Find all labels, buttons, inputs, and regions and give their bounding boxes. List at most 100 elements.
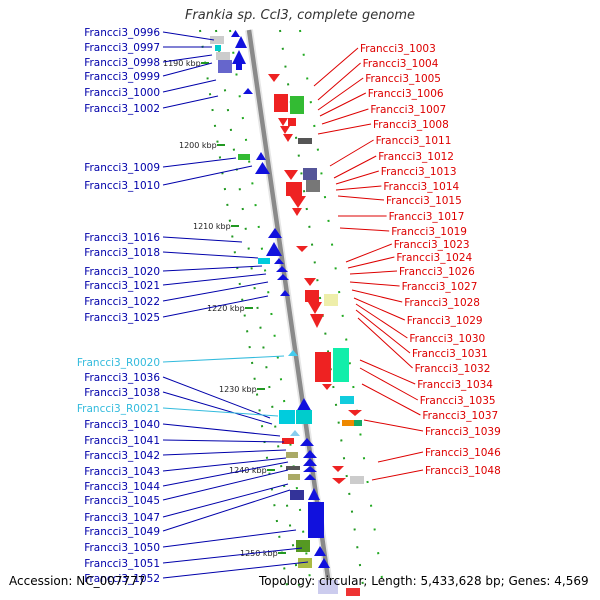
gene-connector-left (162, 376, 271, 419)
gene-feature (296, 410, 312, 424)
gene-feature (333, 348, 349, 382)
gene-label-left: Francci3_1010 (84, 180, 160, 192)
gene-connector-left (162, 439, 285, 443)
gene-connector-left (162, 457, 287, 472)
gene-feature (310, 314, 324, 328)
gene-feature (235, 36, 247, 48)
gene-label-right: Francci3_1031 (412, 348, 488, 360)
gene-connector-right (313, 47, 359, 87)
gene-label-right: Francci3_1023 (394, 239, 470, 251)
gene-connector-left (162, 461, 289, 487)
gene-connector-right (349, 281, 400, 287)
scale-label: 1240 kbp (229, 466, 267, 475)
gene-feature (258, 258, 270, 264)
gene-label-right: Francci3_1029 (407, 315, 483, 327)
scale-label: 1190 kbp (163, 59, 201, 68)
gene-feature (286, 466, 300, 470)
gene-feature (268, 74, 280, 82)
gene-feature (303, 450, 317, 458)
gene-feature (216, 52, 230, 60)
gene-connector-right (321, 108, 369, 125)
gene-label-left: Francci3_1009 (84, 162, 160, 174)
gene-feature (288, 350, 298, 356)
gene-label-left: Francci3_1040 (84, 419, 160, 431)
scale-label: 1250 kbp (240, 549, 278, 558)
gene-connector-right (371, 469, 424, 481)
gene-feature (303, 458, 317, 466)
gene-connector-right (317, 62, 361, 101)
gene-label-left: Francci3_1025 (84, 312, 160, 324)
gene-feature (274, 258, 284, 264)
gene-label-right: Francci3_1037 (422, 410, 498, 422)
gene-feature (304, 278, 316, 286)
gene-connector-right (329, 139, 374, 167)
gene-connector-left (162, 62, 213, 77)
gene-feature (315, 352, 331, 382)
gene-label-right: Francci3_1046 (425, 447, 501, 459)
gene-feature (243, 88, 253, 94)
gene-feature (290, 430, 300, 436)
gene-feature (255, 162, 270, 174)
gene-connector-right (317, 77, 364, 111)
gene-feature (296, 398, 312, 412)
gene-connector-right (357, 317, 413, 369)
gene-connector-left (162, 295, 269, 318)
gene-label-right: Francci3_1003 (360, 43, 436, 55)
gene-feature (290, 196, 306, 208)
gene-feature (318, 558, 330, 568)
gene-label-left: Francci3_1044 (84, 481, 160, 493)
scale-label: 1230 kbp (219, 385, 257, 394)
gene-feature (340, 396, 354, 404)
gene-label-right: Francci3_1048 (425, 465, 501, 477)
gene-label-left: Francci3_1051 (84, 558, 160, 570)
gene-feature (322, 384, 332, 390)
gene-feature (288, 474, 300, 480)
gene-connector-right (361, 383, 421, 416)
gene-feature (305, 290, 319, 302)
gene-label-left: Francci3_1018 (84, 247, 160, 259)
gene-connector-left (162, 469, 289, 501)
gene-connector-right (335, 170, 379, 185)
gene-label-left: Francci3_R0021 (77, 403, 160, 415)
gene-feature (296, 246, 308, 252)
gene-label-left: Francci3_1002 (84, 103, 160, 115)
gene-label-left: Francci3_1042 (84, 450, 160, 462)
gene-label-right: Francci3_1017 (389, 211, 465, 223)
gene-connector-left (162, 95, 219, 109)
gene-label-left: Francci3_1016 (84, 232, 160, 244)
gene-label-right: Francci3_1026 (399, 266, 475, 278)
gene-feature (314, 546, 326, 556)
gene-feature (292, 208, 302, 216)
gene-feature (303, 466, 317, 472)
gene-feature (290, 490, 304, 500)
gene-connector-right (363, 419, 424, 432)
gene-connector-right (333, 155, 377, 179)
gene-label-left: Francci3_1045 (84, 495, 160, 507)
gene-label-right: Francci3_1024 (396, 252, 472, 264)
gene-connector-left (162, 529, 297, 548)
accession-text: Accession: NC_007777 (9, 574, 146, 588)
gene-connector-right (319, 92, 367, 117)
gene-connector-right (337, 195, 385, 201)
gene-feature (280, 126, 290, 134)
gene-label-right: Francci3_1028 (404, 297, 480, 309)
gene-feature (300, 438, 314, 446)
gene-label-left: Francci3_0997 (84, 42, 160, 54)
gene-feature (332, 478, 346, 484)
gene-connector-right (347, 256, 395, 269)
gene-feature (303, 168, 317, 180)
gene-feature (296, 540, 310, 552)
gene-connector-left (162, 251, 259, 259)
gene-connector-left (162, 165, 253, 186)
gene-label-right: Francci3_1014 (383, 181, 459, 193)
gene-label-right: Francci3_1008 (373, 119, 449, 131)
gene-connector-right (353, 297, 405, 321)
gene-feature (290, 96, 304, 114)
gene-label-left: Francci3_1000 (84, 87, 160, 99)
gene-feature (280, 290, 290, 296)
gene-feature (350, 476, 364, 484)
gene-feature (236, 60, 242, 70)
gene-connector-right (355, 309, 411, 354)
gene-label-left: Francci3_1021 (84, 280, 160, 292)
